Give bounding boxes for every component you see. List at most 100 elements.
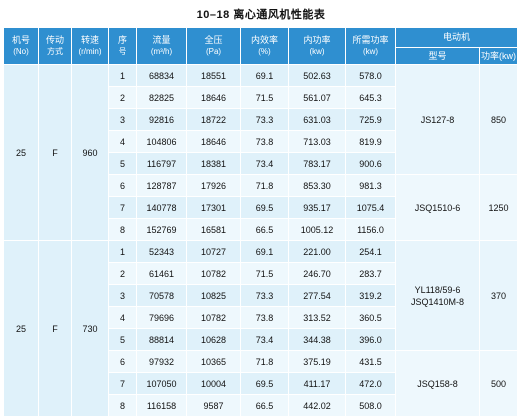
cell-required-power: 396.0 [345,328,396,351]
cell-inner-power: 561.07 [288,86,346,109]
cell-pressure: 18551 [186,64,241,87]
cell-seq: 7 [108,196,137,219]
cell-inner-power: 783.17 [288,152,346,175]
cell-required-power: 254.1 [345,240,396,263]
cell-seq: 5 [108,152,137,175]
table-row: 6 97932 10365 71.8 375.19 431.5 JSQ158-8 500 [4,350,518,417]
cell-flow: 82825 [136,86,187,109]
cell-required-power: 578.0 [345,64,396,87]
cell-required-power: 725.9 [345,108,396,131]
header-pressure: 全压 (Pa) [186,27,241,65]
cell-seq: 6 [108,350,137,373]
cell-flow: 97932 [136,350,187,373]
cell-flow: 68834 [136,64,187,87]
motor-model-line: JSQ1410M-8 [410,296,465,307]
cell-pressure: 17926 [186,174,241,197]
cell-pressure: 10727 [186,240,241,263]
table-row: 4 104806 18646 73.8 713.03 819.9 [4,130,518,153]
cell-inner-power: 411.17 [288,372,346,395]
cell-seq: 6 [108,174,137,197]
motor-model-line: JS127-8 [420,114,455,125]
table-row: 7 107050 10004 69.5 411.17 472.0 [4,372,518,395]
cell-efficiency: 71.8 [240,174,289,197]
cell-motor-power: 850 [479,64,518,175]
cell-inner-power: 313.52 [288,306,346,329]
header-required-power: 所需功率 (kw) [345,27,396,65]
cell-pressure: 16581 [186,218,241,241]
cell-pressure: 10782 [186,306,241,329]
cell-seq: 3 [108,284,137,307]
cell-machine-no: 25 [3,64,39,241]
cell-flow: 88814 [136,328,187,351]
cell-inner-power: 246.70 [288,262,346,285]
cell-required-power: 900.6 [345,152,396,175]
cell-inner-power: 713.03 [288,130,346,153]
cell-flow: 140778 [136,196,187,219]
cell-efficiency: 71.5 [240,262,289,285]
cell-pressure: 10782 [186,262,241,285]
table-row: 25 F 960 1 68834 18551 69.1 502.63 578.0 JS127-8 8… [3,64,518,241]
cell-flow: 104806 [136,130,187,153]
table-body: 25 F 960 1 68834 18551 69.1 502.63 578.0 JS127-8 8… [3,64,518,417]
cell-speed: 730 [71,240,109,417]
cell-required-power: 283.7 [345,262,396,285]
cell-inner-power: 631.03 [288,108,346,131]
cell-flow: 70578 [136,284,187,307]
cell-motor-model: JSQ1510-6 [395,174,480,241]
cell-efficiency: 73.4 [240,328,289,351]
cell-machine-no: 25 [3,240,39,417]
performance-table: 机号 (No) 传动 方式 转速 (r/min) 序号 流量 (m³/h) 全压 (Pa)… [3,27,518,417]
cell-seq: 4 [108,306,137,329]
cell-motor-power: 370 [479,240,518,351]
cell-drive: F [38,240,72,417]
table-row: 3 92816 18722 73.3 631.03 725.9 [4,108,518,131]
header-efficiency: 内效率 (%) [240,27,289,65]
table-row: 6 128787 17926 71.8 853.30 981.3 JSQ1510-6 1250 [4,174,518,241]
cell-efficiency: 69.1 [240,240,289,263]
cell-drive: F [38,64,72,241]
table-title: 10–18 离心通风机性能表 [196,9,326,21]
header-speed: 转速 (r/min) [71,27,109,65]
cell-seq: 4 [108,130,137,153]
cell-motor-power: 1250 [479,174,518,241]
header-flow: 流量 (m³/h) [136,27,187,65]
header-motor-model: 型号 [395,47,480,65]
cell-flow: 128787 [136,174,187,197]
cell-flow: 52343 [136,240,187,263]
cell-flow: 116797 [136,152,187,175]
cell-pressure: 10825 [186,284,241,307]
cell-motor-model: YL118/59-6 JSQ1410M-8 [395,240,480,351]
cell-inner-power: 277.54 [288,284,346,307]
cell-inner-power: 344.38 [288,328,346,351]
cell-efficiency: 73.8 [240,130,289,153]
cell-seq: 3 [108,108,137,131]
header-drive: 传动 方式 [38,27,72,65]
cell-pressure: 10365 [186,350,241,373]
cell-inner-power: 853.30 [288,174,346,197]
cell-efficiency: 73.3 [240,284,289,307]
cell-seq: 1 [108,240,137,263]
header-motor-power: 功率(kw) [479,47,518,65]
header-machine-no: 机号 (No) [3,27,39,65]
cell-inner-power: 375.19 [288,350,346,373]
cell-seq: 1 [108,64,137,87]
header-motor: 电动机 [395,27,518,48]
cell-efficiency: 73.4 [240,152,289,175]
cell-efficiency: 69.5 [240,372,289,395]
table-row: 25 F 730 1 52343 10727 69.1 221.00 254.1 YL118/59… [3,240,518,417]
cell-inner-power: 221.00 [288,240,346,263]
cell-pressure: 18381 [186,152,241,175]
cell-required-power: 645.3 [345,86,396,109]
motor-model-line: JSQ158-8 [417,378,458,389]
cell-efficiency: 71.8 [240,350,289,373]
cell-required-power: 1156.0 [345,218,396,241]
cell-flow: 152769 [136,218,187,241]
cell-inner-power: 502.63 [288,64,346,87]
cell-efficiency: 73.8 [240,306,289,329]
cell-flow: 79696 [136,306,187,329]
cell-seq: 8 [108,218,137,241]
cell-required-power: 472.0 [345,372,396,395]
table-row: 4 79696 10782 73.8 313.52 360.5 [4,306,518,329]
cell-efficiency: 73.3 [240,108,289,131]
cell-pressure: 10628 [186,328,241,351]
